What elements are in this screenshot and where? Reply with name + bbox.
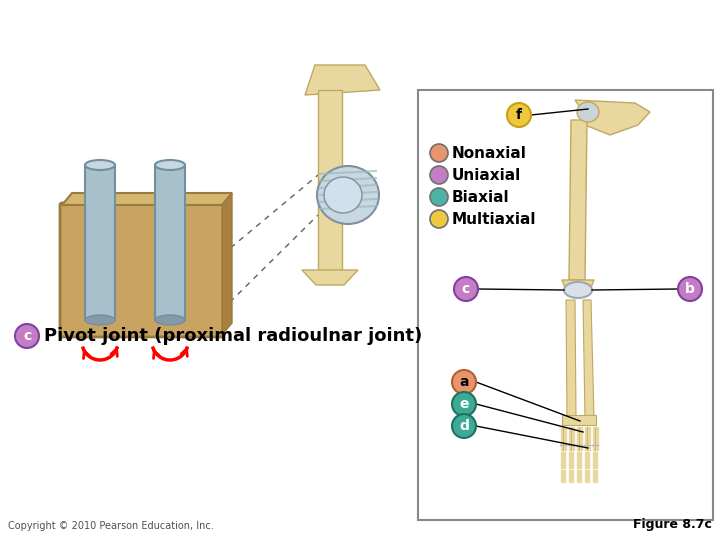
Polygon shape	[585, 427, 590, 450]
Polygon shape	[577, 427, 582, 450]
FancyBboxPatch shape	[60, 203, 224, 337]
Polygon shape	[585, 470, 589, 482]
Text: a: a	[459, 375, 469, 389]
Text: f: f	[516, 108, 522, 122]
Circle shape	[454, 277, 478, 301]
Ellipse shape	[317, 166, 379, 224]
Circle shape	[430, 210, 448, 228]
Ellipse shape	[324, 177, 362, 213]
Bar	[562, 415, 596, 425]
Text: Pivot joint (proximal radioulnar joint): Pivot joint (proximal radioulnar joint)	[44, 327, 422, 345]
Text: e: e	[459, 397, 469, 411]
Bar	[418, 90, 713, 520]
Text: c: c	[462, 282, 470, 296]
Text: Multiaxial: Multiaxial	[452, 212, 536, 226]
Circle shape	[430, 166, 448, 184]
Ellipse shape	[155, 160, 185, 170]
Text: Figure 8.7c: Figure 8.7c	[633, 518, 712, 531]
Text: Nonaxial: Nonaxial	[452, 145, 527, 160]
Circle shape	[452, 392, 476, 416]
Circle shape	[678, 277, 702, 301]
Polygon shape	[583, 300, 594, 418]
Circle shape	[507, 103, 531, 127]
Circle shape	[15, 324, 39, 348]
Text: b: b	[685, 282, 695, 296]
Polygon shape	[562, 280, 594, 295]
Polygon shape	[593, 452, 597, 468]
Polygon shape	[62, 193, 232, 205]
Bar	[85, 165, 115, 320]
Polygon shape	[569, 120, 587, 280]
Polygon shape	[575, 100, 650, 135]
Text: Uniaxial: Uniaxial	[452, 167, 521, 183]
Polygon shape	[577, 452, 581, 468]
Circle shape	[430, 144, 448, 162]
Circle shape	[430, 188, 448, 206]
Text: d: d	[459, 419, 469, 433]
Text: Biaxial: Biaxial	[452, 190, 510, 205]
Polygon shape	[585, 452, 589, 468]
Polygon shape	[577, 470, 581, 482]
Bar	[318, 90, 342, 270]
Ellipse shape	[577, 102, 599, 122]
Polygon shape	[569, 470, 573, 482]
Ellipse shape	[155, 315, 185, 325]
Polygon shape	[566, 300, 576, 418]
Polygon shape	[561, 452, 565, 468]
Polygon shape	[305, 65, 380, 95]
Polygon shape	[569, 452, 573, 468]
Ellipse shape	[85, 315, 115, 325]
Text: c: c	[23, 329, 31, 343]
Polygon shape	[569, 427, 574, 450]
Ellipse shape	[564, 282, 592, 298]
Circle shape	[452, 414, 476, 438]
Polygon shape	[593, 470, 597, 482]
Text: Copyright © 2010 Pearson Education, Inc.: Copyright © 2010 Pearson Education, Inc.	[8, 521, 214, 531]
Polygon shape	[561, 470, 565, 482]
Polygon shape	[222, 193, 232, 335]
Polygon shape	[593, 427, 598, 450]
Polygon shape	[560, 427, 565, 450]
Bar	[155, 165, 185, 320]
Circle shape	[452, 370, 476, 394]
Ellipse shape	[85, 160, 115, 170]
Polygon shape	[302, 270, 358, 285]
